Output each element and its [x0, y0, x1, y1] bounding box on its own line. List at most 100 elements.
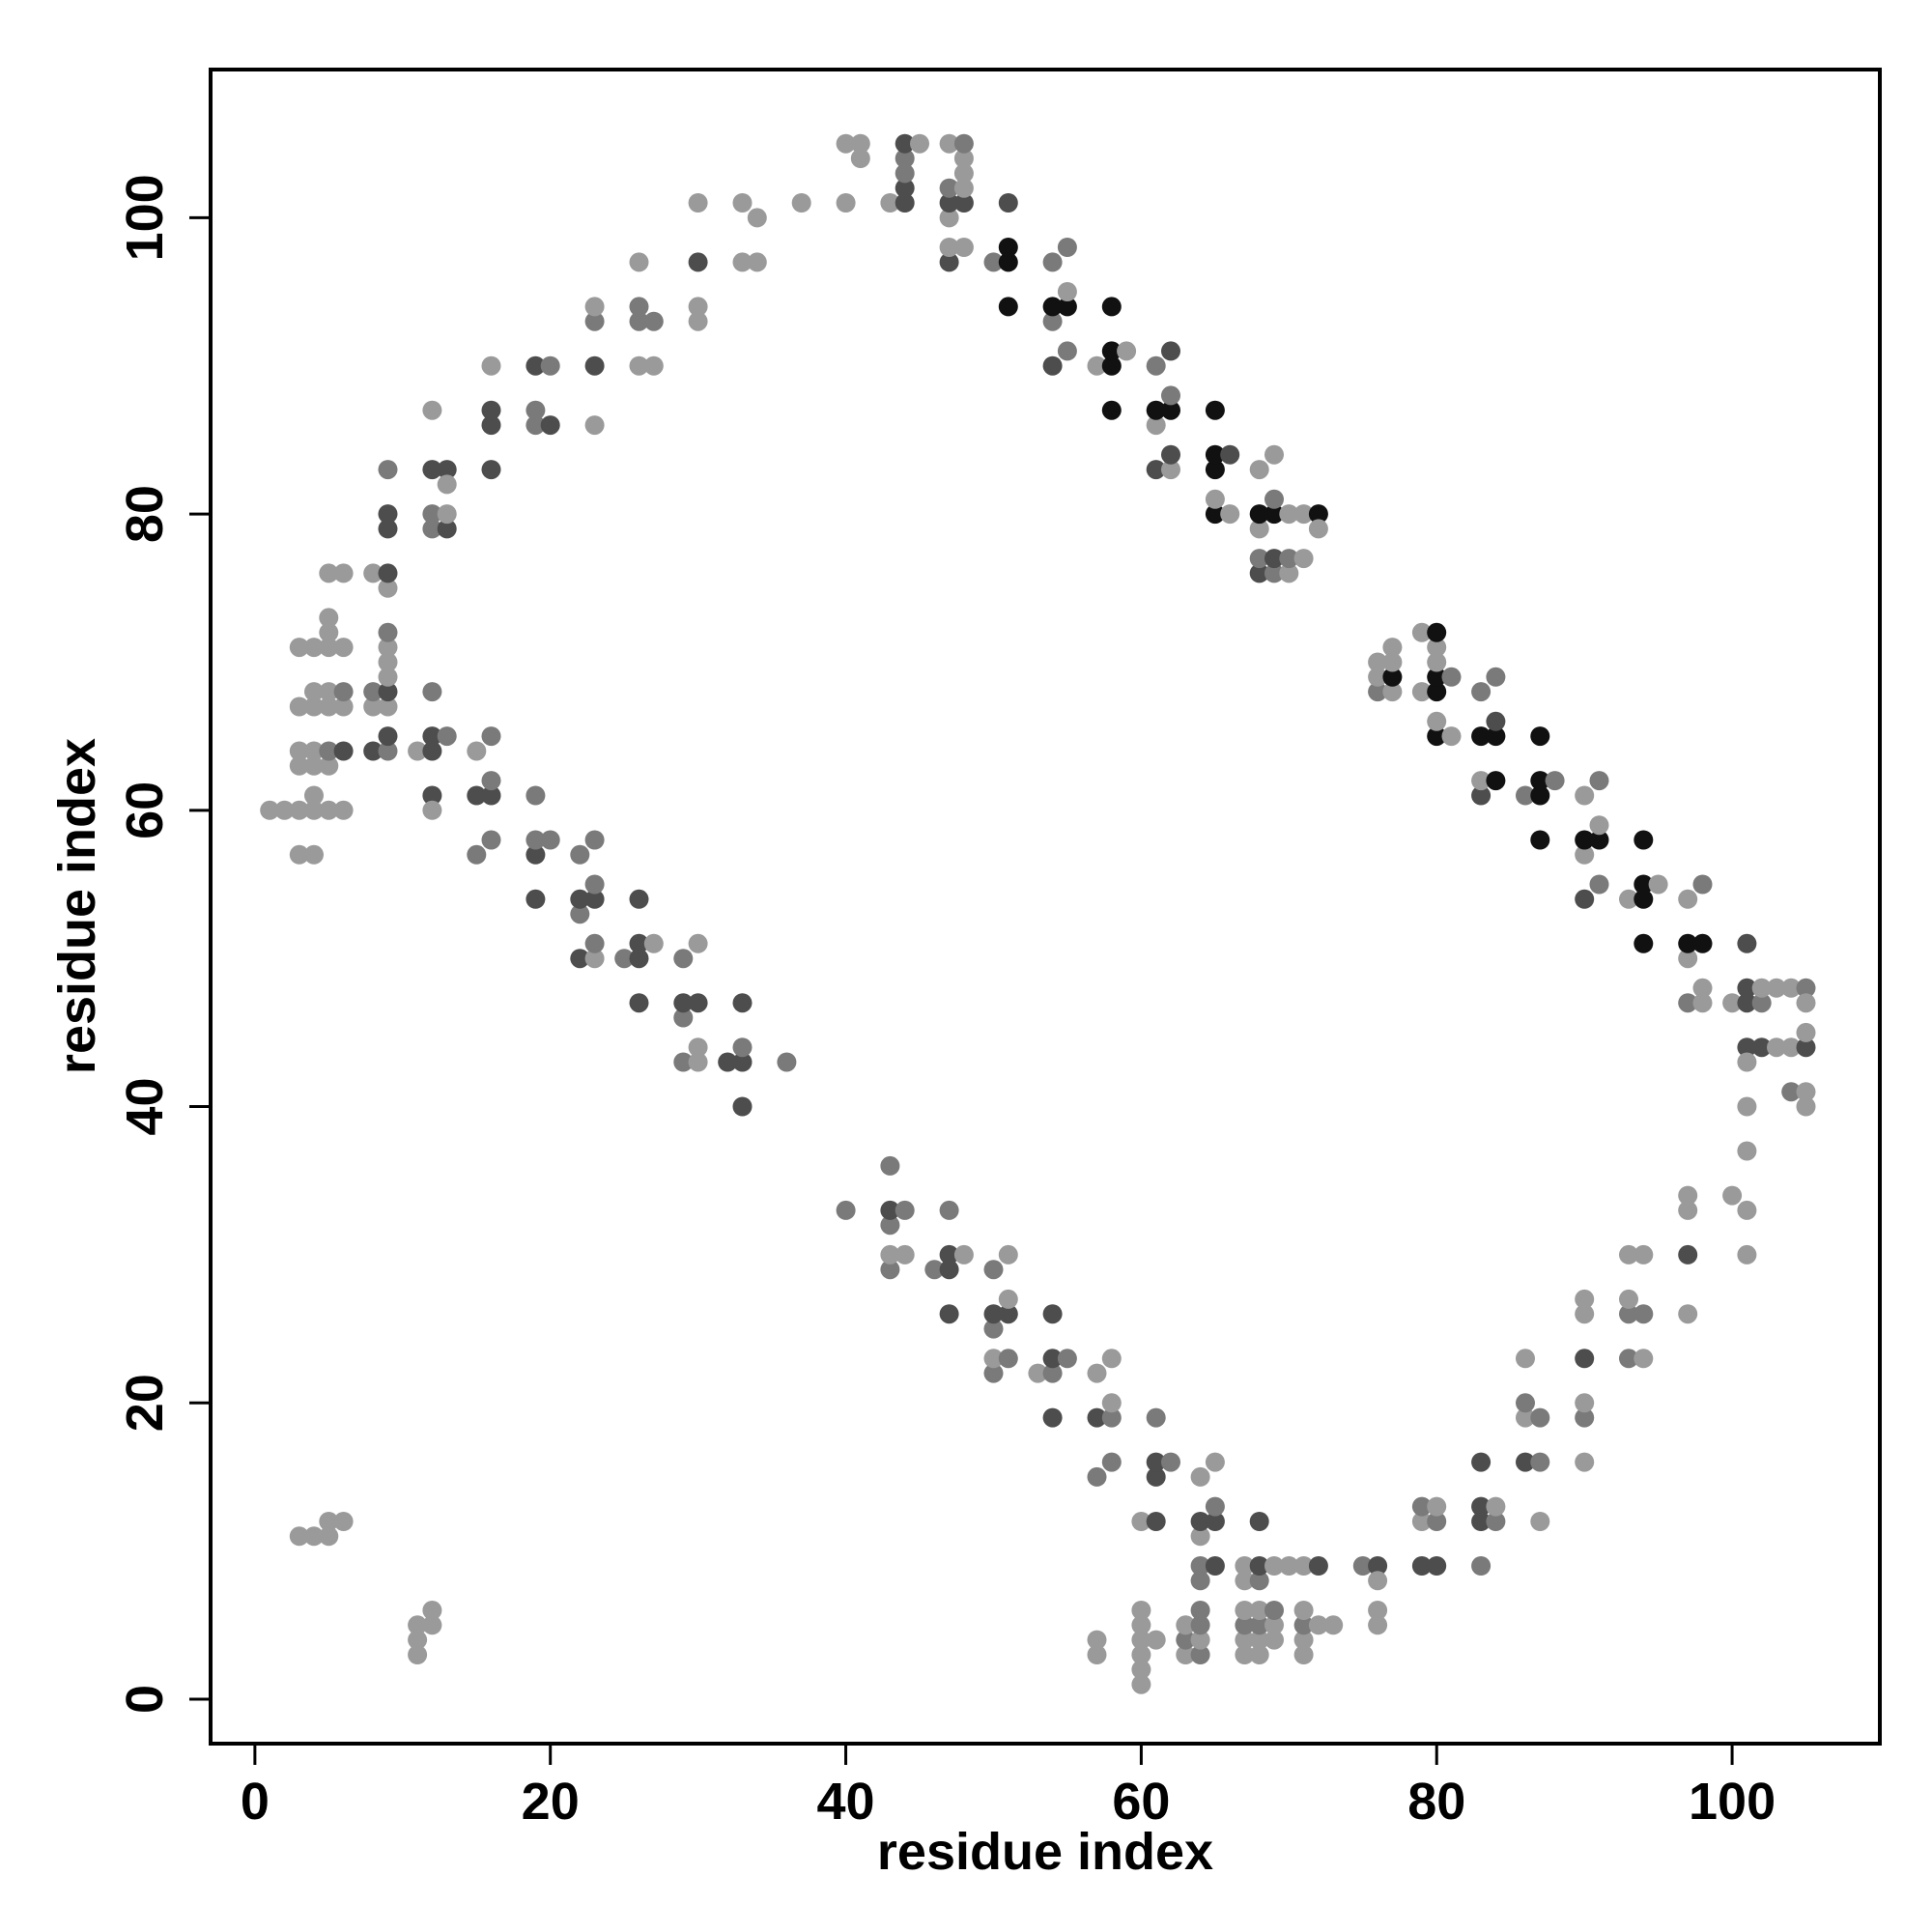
data-point — [319, 622, 339, 642]
data-point — [1737, 933, 1757, 953]
data-point — [437, 519, 457, 539]
data-points — [260, 133, 1816, 1694]
data-point — [1634, 933, 1654, 953]
data-point — [481, 460, 501, 480]
data-point — [1190, 1630, 1210, 1650]
data-point — [378, 667, 398, 687]
data-point — [422, 519, 442, 539]
data-point — [481, 355, 501, 376]
x-tick-label: 40 — [817, 1773, 875, 1831]
data-point — [1308, 1615, 1328, 1635]
data-point — [333, 741, 354, 761]
data-point — [422, 800, 442, 820]
data-point — [1131, 1601, 1151, 1620]
data-point — [526, 889, 546, 909]
data-point — [1205, 1556, 1225, 1576]
data-point — [998, 1289, 1018, 1309]
data-point — [1471, 785, 1492, 806]
data-point — [304, 844, 324, 865]
data-point — [880, 1155, 900, 1176]
data-point — [1293, 549, 1314, 569]
data-point — [289, 1526, 309, 1547]
data-point — [1575, 830, 1595, 850]
data-point — [1382, 667, 1403, 687]
data-point — [880, 1260, 900, 1280]
data-point — [1264, 504, 1284, 525]
data-point — [378, 696, 398, 717]
data-point — [570, 889, 590, 909]
data-point — [1737, 1096, 1757, 1117]
data-point — [629, 933, 649, 953]
data-point — [1249, 1512, 1269, 1531]
data-point — [1087, 1407, 1107, 1428]
data-point — [953, 149, 974, 168]
data-point — [1634, 874, 1654, 895]
data-point — [1737, 1037, 1757, 1058]
data-point — [1293, 1645, 1314, 1664]
data-point — [378, 652, 398, 672]
data-point — [1368, 1615, 1388, 1635]
data-point — [363, 696, 384, 717]
data-point — [1411, 1512, 1432, 1531]
y-tick-label: 20 — [116, 1374, 174, 1432]
data-point — [1516, 1407, 1535, 1428]
data-point — [880, 193, 900, 213]
data-point — [378, 578, 398, 598]
data-point — [1264, 1601, 1284, 1620]
y-tick-label: 40 — [116, 1078, 174, 1136]
data-point — [880, 1215, 900, 1236]
data-point — [718, 1052, 738, 1072]
data-point — [570, 949, 590, 969]
data-point — [1161, 385, 1180, 406]
data-point — [1101, 1452, 1122, 1472]
data-point — [939, 252, 959, 272]
data-point — [629, 889, 649, 909]
data-point — [422, 726, 442, 747]
data-point — [1368, 667, 1388, 687]
data-point — [1411, 1556, 1432, 1576]
data-point — [1176, 1645, 1196, 1664]
data-point — [1205, 489, 1225, 509]
data-point — [1382, 652, 1403, 672]
data-point — [895, 163, 915, 184]
data-point — [1101, 1393, 1122, 1413]
data-point — [1042, 1349, 1063, 1369]
data-point — [319, 608, 339, 628]
data-point — [1486, 667, 1506, 687]
data-point — [570, 844, 590, 865]
data-point — [1146, 355, 1166, 376]
data-point — [1382, 638, 1403, 658]
data-point — [629, 311, 649, 331]
data-point — [1279, 549, 1299, 569]
data-point — [378, 622, 398, 642]
data-point — [1516, 1452, 1535, 1472]
data-point — [1634, 889, 1654, 909]
data-point — [880, 1200, 900, 1220]
data-point — [333, 800, 354, 820]
data-point — [629, 355, 649, 376]
data-point — [1249, 1571, 1269, 1591]
data-point — [1057, 282, 1077, 301]
data-point — [378, 682, 398, 702]
data-point — [1634, 830, 1654, 850]
data-point — [1530, 1452, 1550, 1472]
data-point — [850, 149, 870, 168]
data-point — [1796, 1096, 1816, 1117]
data-point — [1042, 252, 1063, 272]
data-point — [1205, 1496, 1225, 1517]
y-tick-label: 100 — [116, 174, 174, 261]
data-point — [850, 133, 870, 154]
data-point — [363, 682, 384, 702]
data-point — [481, 415, 501, 436]
data-point — [1205, 1452, 1225, 1472]
data-point — [953, 178, 974, 198]
data-point — [939, 133, 959, 154]
x-axis: 0 20 40 60 80 100 — [241, 1744, 1776, 1831]
data-point — [1176, 1630, 1196, 1650]
data-point — [1575, 1349, 1595, 1369]
data-point — [1530, 726, 1550, 747]
data-point — [953, 193, 974, 213]
data-point — [1101, 297, 1122, 317]
data-point — [422, 504, 442, 525]
